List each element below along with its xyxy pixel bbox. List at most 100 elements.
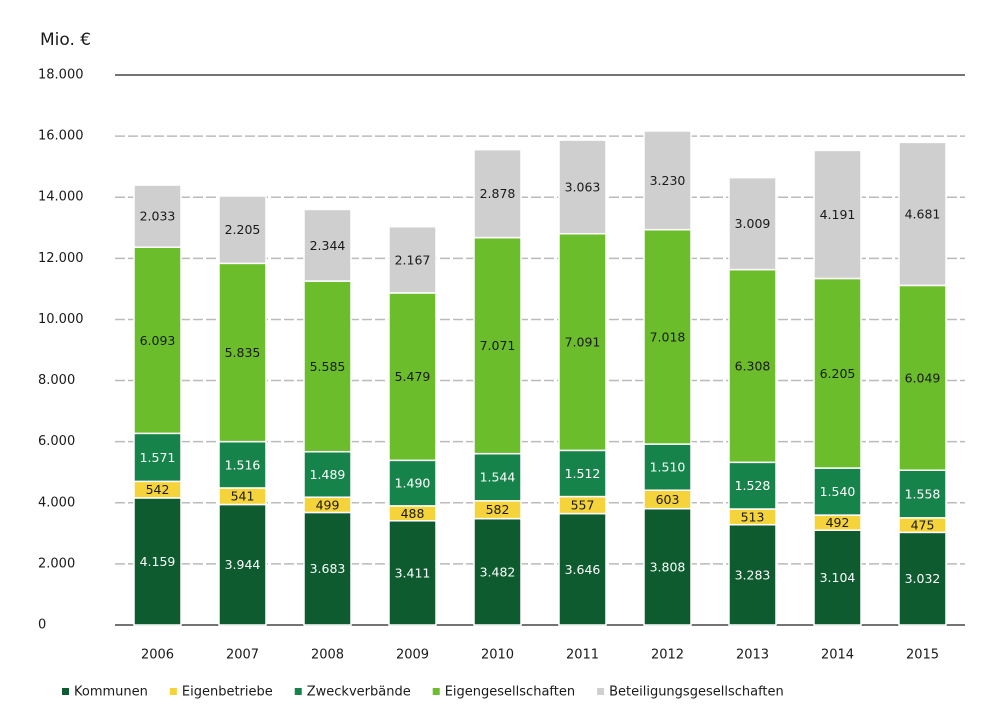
- value-label: 499: [316, 497, 340, 512]
- value-label: 4.681: [905, 206, 941, 221]
- value-label: 3.104: [820, 570, 856, 585]
- value-label: 1.512: [565, 466, 601, 481]
- value-label: 1.528: [735, 478, 771, 493]
- value-label: 4.159: [140, 554, 176, 569]
- value-label: 3.944: [225, 557, 261, 572]
- value-label: 603: [656, 492, 680, 507]
- bar-segment: [218, 262, 267, 443]
- value-label: 2.344: [310, 238, 346, 253]
- bar-segment: [388, 292, 437, 462]
- value-label: 3.411: [395, 565, 431, 580]
- x-tick-label: 2013: [736, 648, 769, 663]
- y-tick-label: 6.000: [38, 434, 75, 449]
- value-label: 3.683: [310, 561, 346, 576]
- value-label: 1.510: [650, 460, 686, 475]
- legend-swatch: [432, 688, 440, 695]
- bar-segment: [473, 236, 522, 455]
- value-label: 492: [826, 515, 850, 530]
- bar-segment: [558, 512, 607, 626]
- value-label: 5.479: [395, 369, 431, 384]
- legend-label: Eigengesellschaften: [445, 685, 575, 700]
- bar-segment: [813, 529, 862, 626]
- x-tick-label: 2007: [226, 648, 259, 663]
- value-label: 6.093: [140, 333, 176, 348]
- y-tick-label: 8.000: [38, 373, 75, 388]
- value-label: 1.516: [225, 457, 261, 472]
- y-tick-label: 18.000: [38, 68, 84, 83]
- x-tick-label: 2015: [906, 648, 939, 663]
- bar-segment: [218, 195, 267, 265]
- bar-segment: [303, 280, 352, 453]
- value-label: 1.544: [480, 470, 516, 485]
- y-tick-label: 2.000: [38, 556, 75, 571]
- value-label: 542: [146, 482, 170, 497]
- bar-segment: [643, 507, 692, 626]
- bar-segment: [558, 449, 607, 498]
- value-label: 582: [486, 502, 510, 517]
- value-label: 541: [231, 489, 255, 504]
- value-label: 2.205: [225, 222, 261, 237]
- legend-label: Zweckverbände: [307, 685, 411, 700]
- value-label: 4.191: [820, 207, 856, 222]
- legend-label: Beteiligungsgesellschaften: [609, 685, 784, 700]
- value-label: 7.071: [480, 338, 516, 353]
- chart-title: Mio. €: [40, 30, 91, 50]
- bar-segment: [133, 184, 182, 248]
- bar-segment: [558, 139, 607, 235]
- value-label: 6.205: [820, 366, 856, 381]
- value-label: 3.063: [565, 179, 601, 194]
- bar-segment: [898, 531, 947, 626]
- value-label: 1.540: [820, 484, 856, 499]
- value-label: 513: [741, 509, 765, 524]
- bar-segment: [813, 277, 862, 469]
- bar-segment: [303, 511, 352, 626]
- bar-segment: [898, 469, 947, 519]
- value-label: 5.835: [225, 345, 261, 360]
- y-tick-label: 4.000: [38, 495, 75, 510]
- bar-segment: [473, 148, 522, 239]
- value-label: 3.482: [480, 564, 516, 579]
- value-label: 488: [401, 506, 425, 521]
- x-tick-label: 2011: [566, 648, 599, 663]
- value-label: 6.308: [735, 358, 771, 373]
- bar-segment: [813, 149, 862, 280]
- value-label: 3.032: [905, 571, 941, 586]
- bar-segment: [813, 467, 862, 516]
- x-tick-label: 2014: [821, 648, 854, 663]
- legend-label: Kommunen: [74, 685, 148, 700]
- bar-segment: [898, 141, 947, 287]
- y-tick-label: 12.000: [38, 251, 84, 266]
- x-tick-label: 2006: [141, 648, 174, 663]
- legend-label: Eigenbetriebe: [182, 685, 273, 700]
- bar-segment: [388, 225, 437, 294]
- y-tick-label: 16.000: [38, 129, 84, 144]
- value-label: 3.009: [735, 216, 771, 231]
- value-label: 1.489: [310, 467, 346, 482]
- bar-segment: [388, 520, 437, 626]
- bar-segment: [473, 452, 522, 502]
- y-tick-label: 0: [38, 618, 46, 633]
- value-label: 3.230: [650, 173, 686, 188]
- value-label: 7.091: [565, 335, 601, 350]
- y-tick-label: 14.000: [38, 190, 84, 205]
- bar-segment: [728, 523, 777, 626]
- legend-swatch: [62, 688, 69, 695]
- x-tick-label: 2008: [311, 648, 344, 663]
- value-label: 557: [571, 498, 595, 513]
- legend-swatch: [169, 688, 177, 695]
- value-label: 6.049: [905, 370, 941, 385]
- bar-segment: [728, 176, 777, 271]
- bar-segment: [303, 208, 352, 282]
- bar-segment: [728, 268, 777, 464]
- value-label: 3.646: [565, 562, 601, 577]
- value-label: 2.167: [395, 252, 431, 267]
- value-label: 7.018: [650, 329, 686, 344]
- bar-segment: [898, 284, 947, 471]
- value-label: 1.490: [395, 476, 431, 491]
- legend-swatch: [294, 688, 302, 695]
- bar-segment: [133, 432, 182, 483]
- value-label: 475: [911, 518, 935, 533]
- value-label: 2.033: [140, 209, 176, 224]
- bar-segment: [643, 130, 692, 231]
